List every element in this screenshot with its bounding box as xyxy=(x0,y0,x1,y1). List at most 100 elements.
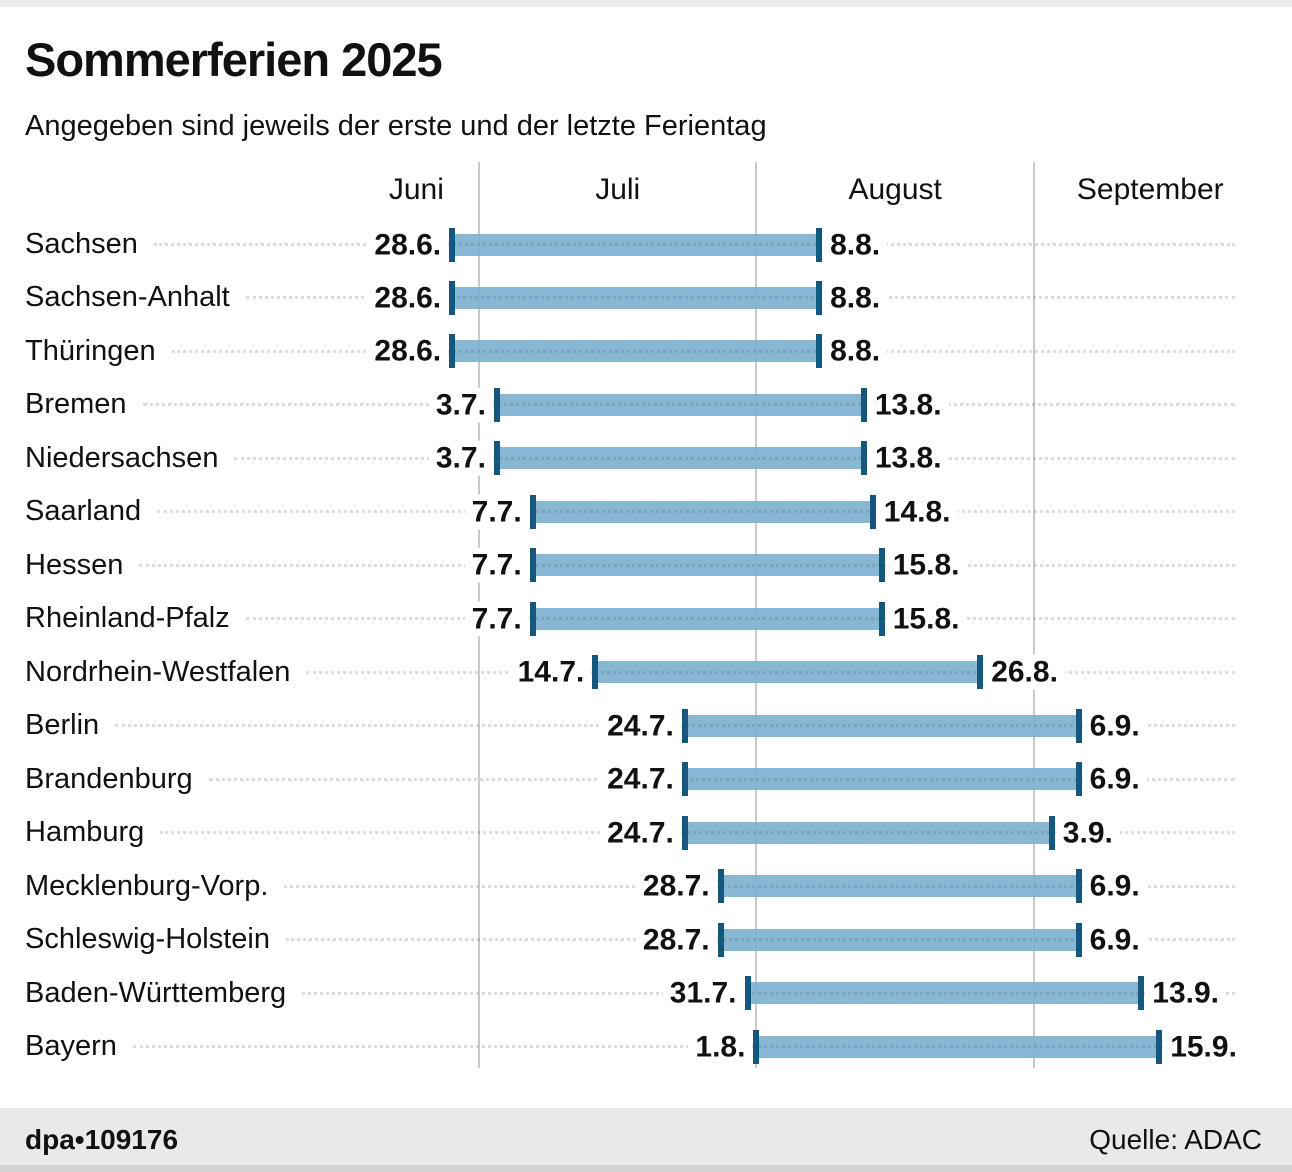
state-label: Nordrhein-Westfalen xyxy=(25,655,291,688)
leader-dots xyxy=(245,617,1235,621)
end-date-label: 6.9. xyxy=(1082,922,1147,958)
leader-dots xyxy=(157,510,1235,514)
holiday-period-bar xyxy=(454,233,818,256)
holiday-period-bar xyxy=(534,607,880,630)
bar-start-cap xyxy=(493,387,500,422)
state-row: Hessen 7.7. 15.8. xyxy=(0,538,1292,592)
state-label: Hessen xyxy=(25,548,124,581)
holiday-period-bar xyxy=(686,714,1077,737)
start-date-label: 7.7. xyxy=(464,494,529,530)
state-row: Mecklenburg-Vorp. 28.7. 6.9. xyxy=(0,859,1292,913)
bar-start-cap xyxy=(681,815,688,850)
state-row: Baden-Württemberg 31.7. 13.9. xyxy=(0,966,1292,1020)
start-date-label: 28.6. xyxy=(367,227,449,262)
bar-end-cap xyxy=(816,334,823,369)
state-row: Bremen 3.7. 13.8. xyxy=(0,378,1292,432)
state-row: Sachsen 28.6. 8.8. xyxy=(0,218,1292,272)
state-label: Schleswig-Holstein xyxy=(25,923,270,956)
bar-end-cap xyxy=(1075,762,1082,797)
holiday-period-bar xyxy=(498,393,862,416)
end-date-label: 6.9. xyxy=(1082,708,1147,744)
end-date-label: 8.8. xyxy=(823,280,888,316)
holiday-period-bar xyxy=(597,661,979,684)
bar-start-cap xyxy=(717,922,724,957)
state-row: Schleswig-Holstein 28.7. 6.9. xyxy=(0,913,1292,967)
footer-bar: dpa•109176 Quelle: ADAC xyxy=(0,1108,1292,1172)
bar-start-cap xyxy=(529,494,536,529)
end-date-label: 14.8. xyxy=(876,494,958,530)
state-label: Niedersachsen xyxy=(25,441,219,474)
state-row: Thüringen 28.6. 8.8. xyxy=(0,324,1292,378)
end-date-label: 13.9. xyxy=(1145,975,1227,1011)
bar-start-cap xyxy=(449,227,456,262)
start-date-label: 3.7. xyxy=(428,440,493,476)
bar-end-cap xyxy=(860,441,867,476)
state-label: Mecklenburg-Vorp. xyxy=(25,869,269,902)
bar-start-cap xyxy=(717,869,724,904)
holiday-period-bar xyxy=(454,340,818,363)
state-row: Niedersachsen 3.7. 13.8. xyxy=(0,431,1292,485)
bar-end-cap xyxy=(1048,815,1055,850)
start-date-label: 14.7. xyxy=(510,654,592,690)
holiday-period-bar xyxy=(534,500,871,523)
leader-dots xyxy=(142,403,1235,407)
holiday-period-bar xyxy=(686,821,1050,844)
start-date-label: 28.6. xyxy=(367,280,449,316)
bar-end-cap xyxy=(977,655,984,690)
end-date-label: 13.8. xyxy=(867,440,949,476)
leader-dots xyxy=(286,938,1235,942)
state-row: Bayern 1.8. 15.9. xyxy=(0,1020,1292,1074)
footer-bottom-strip xyxy=(0,1165,1292,1172)
bar-start-cap xyxy=(493,441,500,476)
bar-end-cap xyxy=(869,494,876,529)
bar-start-cap xyxy=(529,548,536,583)
bar-end-cap xyxy=(1138,976,1145,1011)
start-date-label: 24.7. xyxy=(600,708,681,744)
state-row: Brandenburg 24.7. 6.9. xyxy=(0,752,1292,806)
holiday-period-bar xyxy=(686,768,1077,791)
state-label: Saarland xyxy=(25,495,142,528)
leader-dots xyxy=(132,1045,1235,1049)
state-row: Hamburg 24.7. 3.9. xyxy=(0,806,1292,860)
bar-end-cap xyxy=(878,601,885,636)
start-date-label: 3.7. xyxy=(428,387,493,423)
month-gridline xyxy=(1032,162,1035,1068)
start-date-label: 7.7. xyxy=(464,601,529,637)
state-row: Berlin 24.7. 6.9. xyxy=(0,699,1292,753)
state-row: Rheinland-Pfalz 7.7. 15.8. xyxy=(0,592,1292,646)
end-date-label: 13.8. xyxy=(867,387,949,423)
end-date-label: 26.8. xyxy=(984,654,1065,690)
end-date-label: 8.8. xyxy=(823,227,888,262)
holiday-period-bar xyxy=(498,447,862,470)
page-subtitle: Angegeben sind jeweils der erste und der… xyxy=(25,110,767,142)
end-date-label: 8.8. xyxy=(823,333,888,369)
state-label: Bremen xyxy=(25,388,127,421)
leader-dots xyxy=(302,991,1235,995)
leader-dots xyxy=(234,456,1235,460)
state-label: Thüringen xyxy=(25,334,156,367)
holiday-period-bar xyxy=(722,875,1077,898)
end-date-label: 3.9. xyxy=(1055,815,1120,851)
bar-start-cap xyxy=(744,976,751,1011)
holiday-period-bar xyxy=(758,1035,1158,1058)
leader-dots xyxy=(245,296,1235,300)
start-date-label: 28.7. xyxy=(635,922,717,958)
state-label: Hamburg xyxy=(25,816,145,849)
state-label: Berlin xyxy=(25,709,100,742)
leader-dots xyxy=(208,777,1235,781)
bar-start-cap xyxy=(753,1029,760,1064)
bar-end-cap xyxy=(1075,869,1082,904)
start-date-label: 7.7. xyxy=(464,547,529,583)
start-date-label: 28.7. xyxy=(635,868,717,904)
bar-start-cap xyxy=(681,708,688,743)
start-date-label: 24.7. xyxy=(600,815,681,851)
leader-dots xyxy=(139,563,1235,567)
bar-start-cap xyxy=(529,601,536,636)
state-label: Rheinland-Pfalz xyxy=(25,602,230,635)
start-date-label: 1.8. xyxy=(688,1029,753,1065)
leader-dots xyxy=(171,349,1235,353)
bar-end-cap xyxy=(878,548,885,583)
start-date-label: 28.6. xyxy=(367,333,449,369)
month-label: Juli xyxy=(595,173,641,206)
